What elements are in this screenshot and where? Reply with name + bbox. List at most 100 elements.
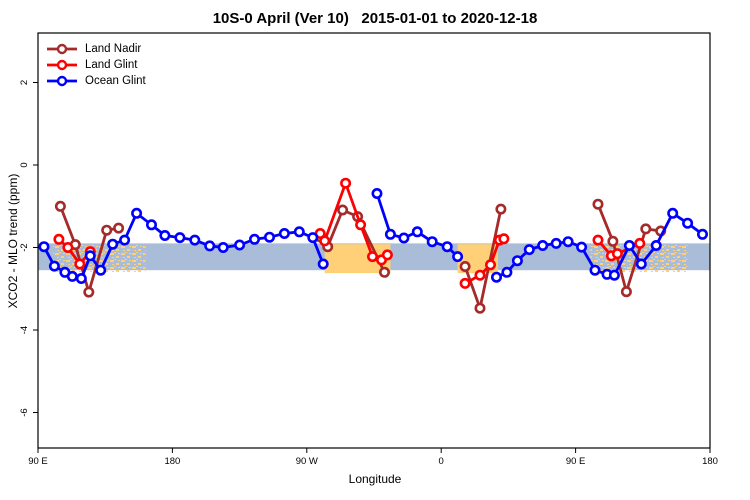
data-point-land-nadir [459,260,471,272]
data-point-ocean-glint [650,240,662,252]
data-point-ocean-glint [398,232,410,244]
data-point-ocean-glint [452,251,464,263]
data-point-land-nadir [474,302,486,314]
data-point-ocean-glint [159,230,171,242]
data-point-ocean-glint [174,232,186,244]
data-point-ocean-glint [696,228,708,240]
x-tick-label: 90 E [566,456,586,467]
data-point-ocean-glint [307,232,319,244]
data-point-land-nadir [640,223,652,235]
data-point-ocean-glint [317,258,329,270]
data-point-land-nadir [592,198,604,210]
x-tick-label: 90 W [296,456,318,467]
data-point-ocean-glint [107,238,119,250]
legend-item-land-glint: Land Glint [46,58,146,72]
data-point-land-glint [340,177,352,189]
data-point-ocean-glint [576,241,588,253]
data-point-ocean-glint [426,236,438,248]
legend: Land Nadir Land Glint Ocean Glint [46,42,146,88]
data-point-land-glint [611,248,623,260]
y-tick-label: 2 [19,80,30,85]
data-point-ocean-glint [589,264,601,276]
data-point-land-glint [319,235,331,247]
data-point-land-glint [381,249,393,261]
y-tick-label: -4 [19,326,30,334]
legend-label-land-nadir: Land Nadir [85,43,142,55]
data-point-ocean-glint [511,255,523,267]
data-point-ocean-glint [234,239,246,251]
y-tick-label: 0 [19,162,30,167]
legend-marker-ocean-glint [47,75,77,87]
data-point-ocean-glint [84,250,96,262]
data-point-ocean-glint [95,264,107,276]
data-point-ocean-glint [189,234,201,246]
data-point-ocean-glint [38,241,50,253]
data-point-ocean-glint [249,233,261,245]
data-point-land-nadir [337,204,349,216]
data-point-ocean-glint [131,207,143,219]
data-point-ocean-glint [371,188,383,200]
data-point-land-nadir [113,222,125,234]
data-point-ocean-glint [66,270,78,282]
data-point-ocean-glint [263,231,275,243]
data-point-ocean-glint [293,226,305,238]
data-point-land-glint [366,251,378,263]
x-tick-label: 0 [439,456,444,467]
data-point-land-nadir [495,203,507,215]
x-tick-label: 180 [164,456,180,467]
data-point-land-glint [459,277,471,289]
data-point-land-glint [74,258,86,270]
legend-marker-land-glint [47,59,77,71]
data-point-ocean-glint [562,236,574,248]
data-point-land-nadir [83,286,95,298]
data-point-ocean-glint [204,240,216,252]
data-point-land-glint [592,234,604,246]
y-axis-title: XCO2 - MLO trend (ppm) [6,173,20,309]
y-tick-label: -2 [19,243,30,251]
data-point-ocean-glint [48,260,60,272]
data-point-land-nadir [607,235,619,247]
plot-border [37,32,711,449]
data-point-ocean-glint [623,240,635,252]
data-point-land-glint [634,237,646,249]
data-point-ocean-glint [441,241,453,253]
x-axis-title: Longitude [348,472,402,486]
x-tick-label: 180 [702,456,718,467]
data-point-land-nadir [54,200,66,212]
series-line-land-glint [57,238,92,266]
data-point-ocean-glint [278,228,290,240]
data-point-ocean-glint [501,266,513,278]
data-point-land-nadir [378,266,390,278]
data-point-ocean-glint [75,272,87,284]
data-point-land-glint [498,233,510,245]
data-point-land-glint [53,233,65,245]
data-point-ocean-glint [411,226,423,238]
data-point-ocean-glint [146,219,158,231]
data-point-land-nadir [620,286,632,298]
legend-label-ocean-glint: Ocean Glint [85,75,146,87]
y-tick-label: -6 [19,408,30,416]
data-point-ocean-glint [490,271,502,283]
data-point-land-glint [62,242,74,254]
legend-marker-land-nadir [47,43,77,55]
data-point-ocean-glint [523,244,535,256]
data-point-land-nadir [101,224,113,236]
data-point-ocean-glint [550,237,562,249]
data-point-ocean-glint [667,207,679,219]
chart-title: 10S-0 April (Ver 10) 2015-01-01 to 2020-… [212,10,538,27]
data-point-land-glint [355,219,367,231]
data-point-ocean-glint [384,228,396,240]
data-point-ocean-glint [119,234,131,246]
data-point-land-glint [474,269,486,281]
data-point-ocean-glint [608,269,620,281]
data-point-ocean-glint [537,240,549,252]
data-point-ocean-glint [217,242,229,254]
data-point-ocean-glint [682,217,694,229]
legend-item-ocean-glint: Ocean Glint [46,74,146,88]
data-point-ocean-glint [635,258,647,270]
legend-label-land-glint: Land Glint [85,59,138,71]
data-point-land-glint [484,259,496,271]
legend-item-land-nadir: Land Nadir [46,42,146,56]
